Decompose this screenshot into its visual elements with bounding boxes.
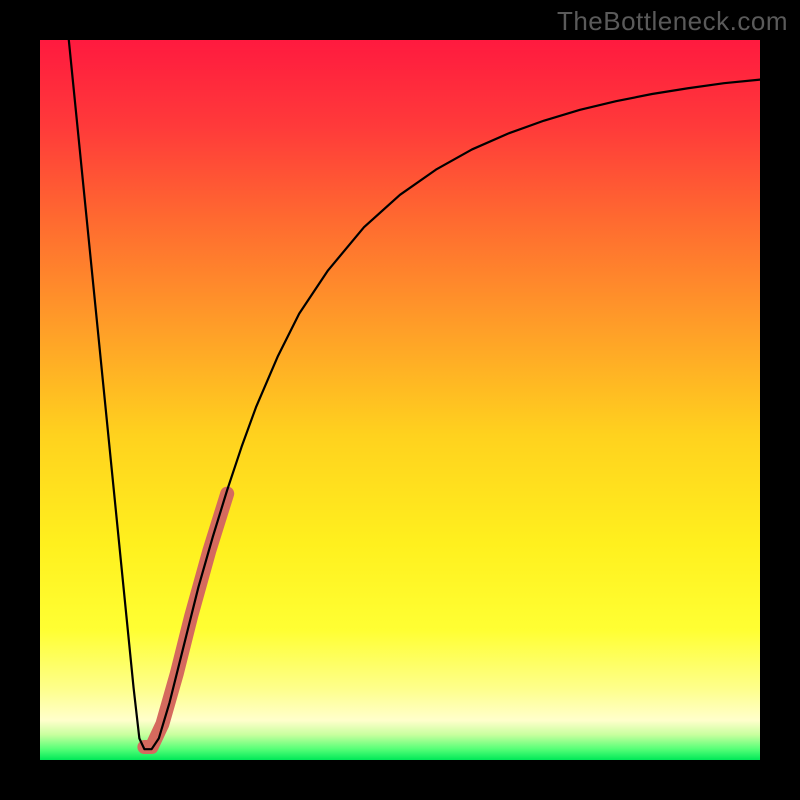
plot-background xyxy=(40,40,760,760)
chart-frame: TheBottleneck.com xyxy=(0,0,800,800)
bottleneck-chart xyxy=(0,0,800,800)
watermark-text: TheBottleneck.com xyxy=(557,6,788,37)
